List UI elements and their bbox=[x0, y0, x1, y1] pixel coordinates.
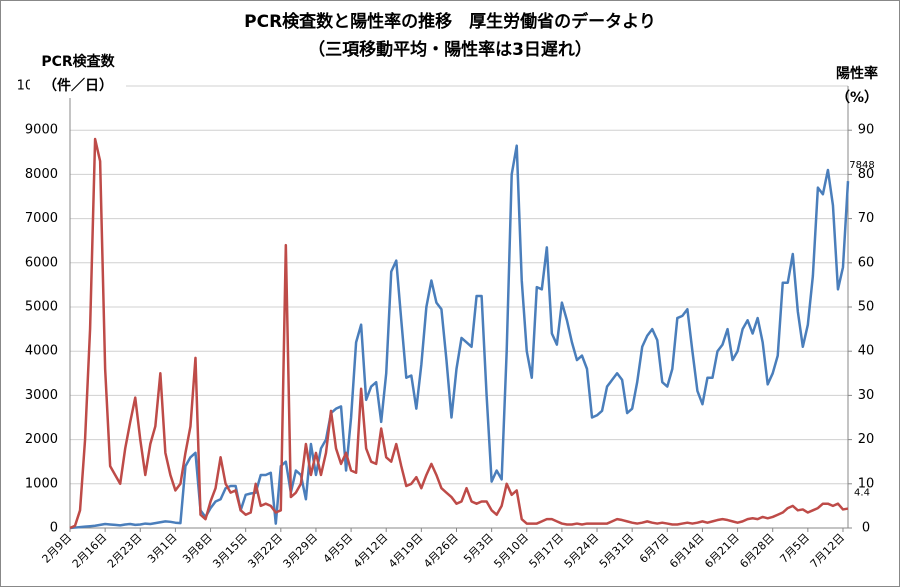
y-tick-label: 8000 bbox=[25, 167, 58, 182]
y-tick-label: 9000 bbox=[25, 123, 58, 138]
y-tick-label: 3000 bbox=[25, 388, 58, 403]
data-label: 7848 bbox=[849, 160, 874, 171]
y-axis-label: PCR検査数 bbox=[41, 53, 115, 70]
y2-axis-label: （%） bbox=[836, 90, 878, 106]
data-line bbox=[69, 137, 849, 530]
chart-title: PCR検査数と陽性率の推移 厚生労働省のデータより bbox=[244, 11, 656, 32]
y2-tick-label: 50 bbox=[858, 300, 875, 315]
y2-tick-label: 80 bbox=[858, 167, 875, 182]
y2-axis-label: 陽性率 bbox=[836, 65, 878, 82]
chart-subtitle: （三項移動平均・陽性率は3日遅れ） bbox=[308, 39, 592, 60]
y2-tick-label: 10 bbox=[858, 476, 875, 491]
y2-tick-label: 70 bbox=[858, 211, 875, 226]
y-tick-label: 5000 bbox=[25, 300, 58, 315]
y-tick-label: 4000 bbox=[25, 344, 58, 359]
y-axis-label: （件／日） bbox=[43, 77, 113, 94]
y-tick-label: 2000 bbox=[25, 432, 58, 447]
y2-tick-label: 40 bbox=[858, 344, 875, 359]
y2-tick-label: 20 bbox=[858, 432, 875, 447]
y-tick-label: 6000 bbox=[25, 255, 58, 270]
data-label: 4.4 bbox=[854, 488, 870, 499]
y-label-bg bbox=[30, 50, 126, 98]
y2-tick-label: 0 bbox=[862, 521, 870, 536]
y2-tick-label: 90 bbox=[858, 123, 875, 138]
y2-tick-label: 60 bbox=[858, 255, 875, 270]
y-tick-label: 0 bbox=[50, 521, 58, 536]
y-tick-label: 1000 bbox=[25, 476, 58, 491]
y-tick-label: 7000 bbox=[25, 211, 58, 226]
y2-tick-label: 30 bbox=[858, 388, 875, 403]
